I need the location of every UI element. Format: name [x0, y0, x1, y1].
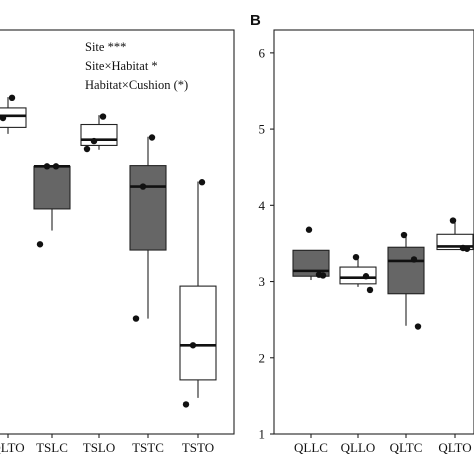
x-tick-label: QLTC — [390, 440, 423, 455]
data-point — [189, 342, 197, 349]
box-tslc — [33, 165, 71, 210]
y-tick-label: 2 — [259, 350, 266, 365]
panel-a-x-ticks: QLTO TSLC TSLO TSTC TSTO — [0, 434, 214, 455]
data-point — [8, 94, 16, 102]
annotation-habitat-cushion: Habitat×Cushion (*) — [85, 78, 188, 92]
box-qllo — [339, 266, 377, 285]
data-point — [148, 134, 156, 141]
box-tstc — [129, 165, 167, 251]
y-tick-label: 6 — [259, 45, 266, 60]
x-tick-label: TSTC — [132, 440, 164, 455]
data-point — [43, 163, 51, 170]
data-point — [52, 163, 60, 170]
annotation-site-habitat: Site×Habitat * — [85, 59, 158, 73]
data-point — [99, 113, 107, 120]
data-point — [132, 315, 140, 322]
panel-b-letter: B — [250, 12, 261, 29]
data-point — [182, 401, 190, 408]
panel-b-frame — [273, 29, 474, 435]
data-point — [139, 183, 147, 190]
data-point — [83, 145, 91, 153]
data-point — [400, 231, 408, 239]
x-tick-label: QLTO — [438, 440, 471, 455]
y-tick-label: 4 — [259, 198, 266, 213]
y-tick-label: 1 — [259, 427, 266, 442]
box-tsto — [179, 285, 217, 381]
data-point — [305, 226, 313, 233]
x-tick-label: QLLC — [294, 440, 328, 455]
box-qlto — [0, 107, 27, 128]
x-tick-label: QLLO — [341, 440, 376, 455]
data-point — [198, 179, 206, 186]
y-tick-label: 5 — [259, 122, 266, 137]
data-point — [366, 286, 374, 294]
x-tick-label: TSLC — [36, 440, 68, 455]
panel-b-marks — [292, 217, 474, 330]
panel-b-y-axis: 1 2 3 4 5 6 — [259, 45, 274, 442]
data-point — [362, 273, 370, 280]
box-qltc — [387, 246, 425, 295]
data-point — [414, 323, 422, 330]
panel-b-x-ticks: QLLC QLLO QLTC QLTO — [294, 434, 472, 455]
data-point — [463, 245, 471, 252]
data-point — [449, 217, 457, 224]
panel-b: B 1 2 3 4 5 6 QLLC QLLO QLTC QLTO — [250, 12, 474, 455]
data-point — [319, 272, 327, 279]
y-tick-label: 3 — [259, 274, 266, 289]
annotation-site: Site *** — [85, 40, 126, 54]
panel-a-marks — [0, 94, 217, 408]
x-tick-label: QLTO — [0, 440, 25, 455]
data-point — [410, 256, 418, 263]
box-tslo — [80, 123, 118, 146]
x-tick-label: TSTO — [182, 440, 214, 455]
data-point — [0, 114, 7, 122]
panel-a-frame — [0, 29, 235, 435]
x-tick-label: TSLO — [83, 440, 116, 455]
data-point — [90, 137, 98, 145]
data-point — [352, 253, 360, 261]
panel-a: Site *** Site×Habitat * Habitat×Cushion … — [0, 29, 235, 455]
data-point — [36, 241, 44, 248]
